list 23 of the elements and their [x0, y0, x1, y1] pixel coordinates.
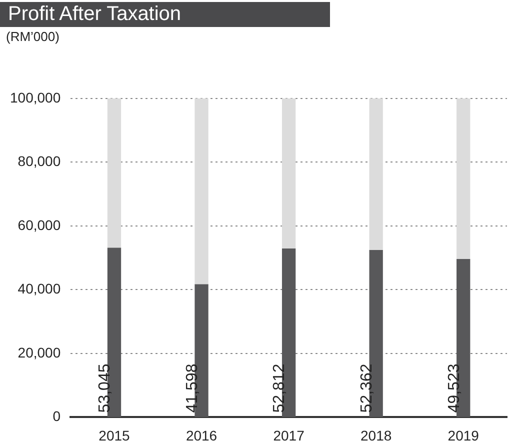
- x-tick-label: 2015: [98, 427, 130, 444]
- x-tick-label: 2018: [360, 427, 392, 444]
- data-label: 49,523: [446, 364, 463, 413]
- y-tick-label: 0: [52, 408, 61, 424]
- x-tick-label: 2019: [448, 427, 480, 444]
- y-tick-label: 100,000: [10, 89, 61, 106]
- bar: [282, 98, 296, 250]
- x-tick-label: 2016: [186, 427, 218, 444]
- y-tick-label: 40,000: [18, 280, 61, 297]
- bar: [194, 98, 208, 285]
- y-tick-label: 20,000: [18, 344, 61, 360]
- bar: [107, 98, 122, 248]
- x-tick-label: 2017: [273, 427, 305, 444]
- data-label: 52,812: [271, 364, 288, 413]
- bar: [369, 98, 383, 251]
- y-axis-title: (RM’000): [6, 29, 60, 44]
- y-tick-label: 60,000: [18, 216, 61, 233]
- bar: [456, 98, 470, 260]
- data-label: 52,362: [358, 364, 376, 413]
- chart-title: Profit After Taxation: [0, 2, 330, 27]
- y-tick-label: 80,000: [18, 153, 61, 170]
- data-label: 53,045: [96, 364, 114, 413]
- data-label: 41,598: [184, 364, 201, 413]
